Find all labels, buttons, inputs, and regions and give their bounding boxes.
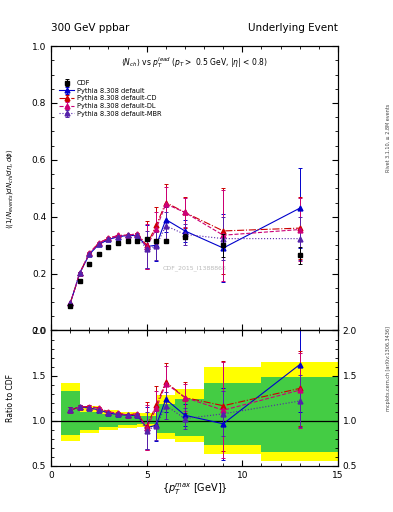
Text: Rivet 3.1.10, ≥ 2.8M events: Rivet 3.1.10, ≥ 2.8M events — [386, 104, 391, 173]
Text: 300 GeV ppbar: 300 GeV ppbar — [51, 23, 129, 33]
Y-axis label: $\langle(1/N_{events}) dN_{ch}/d\eta, d\phi\rangle$: $\langle(1/N_{events}) dN_{ch}/d\eta, d\… — [4, 148, 15, 228]
Text: $\langle N_{ch}\rangle$ vs $p_T^{lead}$ ($p_T >$ 0.5 GeV, $|\eta|$ < 0.8): $\langle N_{ch}\rangle$ vs $p_T^{lead}$ … — [121, 55, 268, 70]
Y-axis label: Ratio to CDF: Ratio to CDF — [6, 374, 15, 422]
Text: CDF_2015_I1388868: CDF_2015_I1388868 — [163, 265, 226, 271]
Text: mcplots.cern.ch [arXiv:1306.3436]: mcplots.cern.ch [arXiv:1306.3436] — [386, 326, 391, 411]
Legend: CDF, Pythia 8.308 default, Pythia 8.308 default-CD, Pythia 8.308 default-DL, Pyt: CDF, Pythia 8.308 default, Pythia 8.308 … — [57, 77, 164, 119]
Text: Underlying Event: Underlying Event — [248, 23, 338, 33]
X-axis label: $\{p_T^{max}$ [GeV]$\}$: $\{p_T^{max}$ [GeV]$\}$ — [162, 481, 228, 497]
